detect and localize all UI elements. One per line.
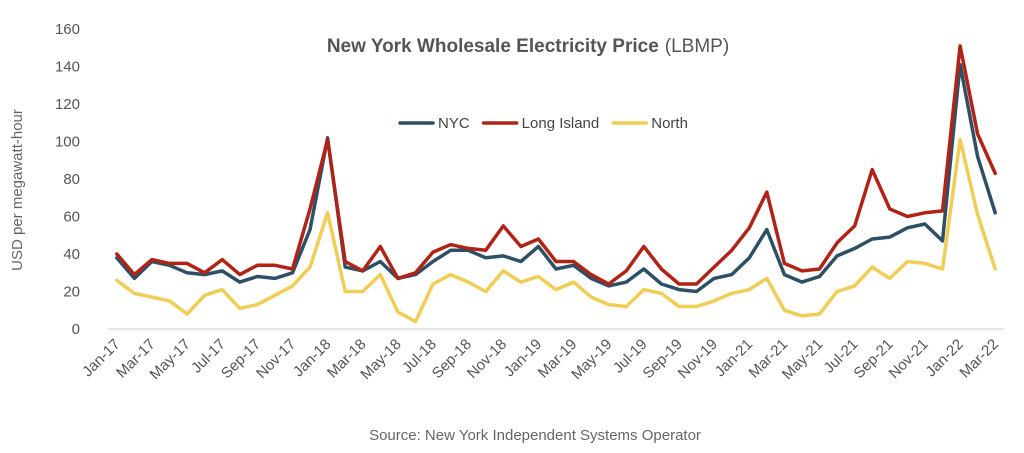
chart-title: New York Wholesale Electricity Price (LBM… bbox=[327, 36, 729, 57]
chart-title-suffix: (LBMP) bbox=[665, 36, 729, 57]
y-tick-label: 140 bbox=[55, 59, 80, 76]
y-axis-ticks: 0 20 40 60 80 100 120 140 160 bbox=[55, 21, 80, 338]
y-tick-label: 0 bbox=[72, 321, 80, 338]
legend: NYC Long Island North bbox=[398, 115, 688, 132]
legend-label: NYC bbox=[438, 115, 470, 132]
chart-title-main: New York Wholesale Electricity Price bbox=[327, 36, 659, 57]
x-axis-ticks: Jan-17Mar-17May-17Jul-17Sep-17Nov-17Jan-… bbox=[79, 336, 1002, 383]
y-tick-label: 100 bbox=[55, 134, 80, 151]
x-tick-label: Nov-17 bbox=[253, 336, 299, 382]
x-tick-label: Mar-22 bbox=[956, 336, 1002, 382]
x-tick-label: Nov-19 bbox=[675, 336, 721, 382]
series-lines bbox=[115, 44, 997, 324]
series-line-long-island bbox=[115, 44, 997, 286]
y-tick-label: 60 bbox=[63, 209, 80, 226]
y-tick-label: 80 bbox=[63, 171, 80, 188]
y-tick-label: 20 bbox=[63, 284, 80, 301]
series-line-nyc bbox=[115, 62, 997, 294]
y-tick-label: 120 bbox=[55, 96, 80, 113]
y-axis-title: USD per megawatt-hour bbox=[9, 109, 26, 271]
legend-label: North bbox=[651, 115, 688, 132]
y-tick-label: 160 bbox=[55, 21, 80, 38]
series-line-north bbox=[115, 137, 997, 324]
source-note: Source: New York Independent Systems Ope… bbox=[369, 427, 701, 444]
x-tick-label: Nov-18 bbox=[464, 336, 510, 382]
x-tick-label: Nov-21 bbox=[886, 336, 932, 382]
legend-label: Long Island bbox=[522, 115, 600, 132]
y-tick-label: 40 bbox=[63, 246, 80, 263]
